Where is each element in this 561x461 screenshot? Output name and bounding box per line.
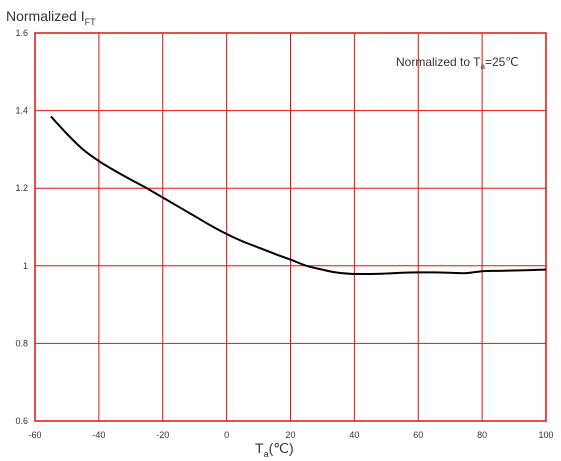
tick-labels: -60 -40 -20 0 20 40 60 80 100 0.6 0.8 1 1.2 1.4 1.6 (15, 28, 553, 440)
y-tick-label: 0.8 (15, 338, 28, 348)
grid (34, 32, 547, 422)
x-tick-label: -40 (92, 430, 105, 440)
series-line (50, 115, 547, 276)
y-axis-title: Normalized IFT (6, 8, 96, 27)
x-tick-label: 20 (285, 430, 295, 440)
y-tick-label: 1.4 (15, 106, 28, 116)
y-tick-label: 1 (23, 261, 28, 271)
x-tick-label: 80 (477, 430, 487, 440)
x-tick-label: 40 (349, 430, 359, 440)
plot-frame (34, 32, 547, 422)
x-tick-label: 0 (224, 430, 229, 440)
y-tick-label: 0.6 (15, 416, 28, 426)
x-tick-label: 100 (538, 430, 553, 440)
x-tick-label: 60 (413, 430, 423, 440)
normalization-note: Normalized to Ta=25℃ (396, 55, 519, 71)
y-tick-label: 1.6 (15, 28, 28, 38)
x-axis-title: Ta(℃) (255, 440, 294, 459)
x-tick-label: -60 (28, 430, 41, 440)
x-tick-label: -20 (156, 430, 169, 440)
y-tick-label: 1.2 (15, 183, 28, 193)
